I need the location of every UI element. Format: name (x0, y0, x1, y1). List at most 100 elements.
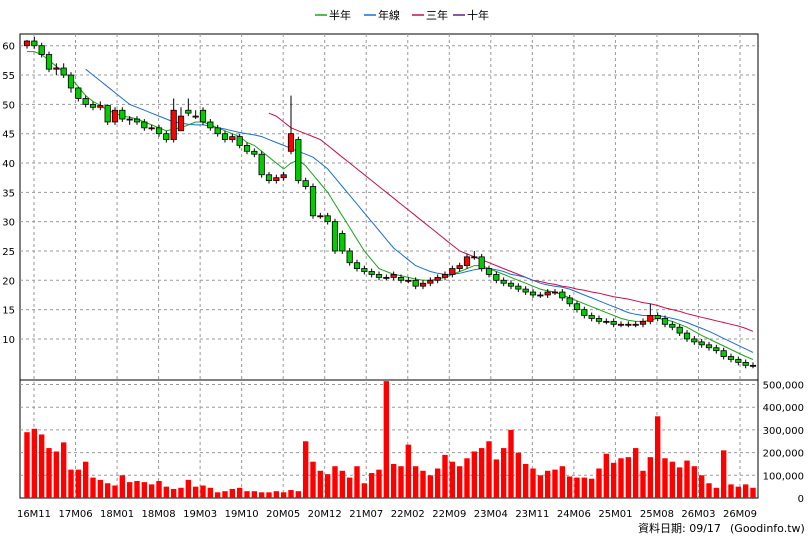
candle-body (478, 256, 485, 269)
volume-bar (90, 477, 96, 498)
volume-bar (713, 487, 720, 498)
volume-bar (544, 470, 551, 498)
price-axis-ticks: 10 15 20 25 30 35 40 45 50 55 60 (2, 42, 15, 346)
footer-date: 資料日期: 09/17 (638, 521, 721, 535)
candle-body (23, 40, 31, 47)
volume-bar (559, 466, 566, 498)
candle-body (705, 344, 713, 349)
candle-body (471, 256, 478, 259)
grid-lines (20, 34, 758, 498)
volume-tick-label: 300,000 (763, 426, 804, 437)
ma-year-line (85, 68, 754, 353)
candle-body (749, 364, 757, 367)
moving-average-lines (27, 51, 754, 360)
candle-body (339, 232, 346, 252)
volume-bar (141, 482, 148, 498)
candle-body (353, 262, 361, 269)
x-tick-label: 23M11 (515, 509, 549, 520)
candle-body (295, 139, 302, 182)
candlesticks (23, 36, 757, 369)
candle-body (639, 320, 647, 325)
volume-bar (728, 484, 734, 498)
volume-bar (442, 454, 448, 498)
candle-body (727, 356, 735, 360)
candle-body (735, 359, 742, 363)
volume-bar (266, 492, 272, 498)
volume-bar (449, 461, 456, 498)
price-tick-label: 20 (2, 276, 15, 287)
volume-bar (720, 450, 727, 498)
x-tick-label: 16M11 (17, 509, 51, 520)
volume-bar (258, 492, 265, 498)
volume-bar (229, 488, 236, 498)
volume-bar (251, 491, 258, 498)
legend-label-half-year: 半年 (329, 8, 351, 22)
volume-bar (244, 491, 250, 498)
candle-body (397, 276, 405, 281)
volume-bar (574, 477, 580, 498)
candle-body (559, 291, 566, 299)
volume-bar (170, 488, 177, 498)
candle-body (258, 153, 265, 176)
volume-bar (310, 461, 316, 498)
candle-body (595, 318, 603, 322)
volume-bar (405, 444, 412, 498)
volume-bar (288, 490, 294, 498)
volume-bar (376, 469, 382, 498)
candle-body (163, 133, 170, 140)
volume-bar (596, 468, 602, 498)
volume-bar (610, 462, 617, 498)
candle-body (104, 105, 111, 123)
candle-body (38, 45, 45, 55)
volume-bar (97, 479, 104, 498)
candle-body (280, 174, 287, 179)
volume-bar (222, 491, 228, 498)
candle-body (427, 279, 434, 284)
price-tick-label: 40 (2, 159, 15, 170)
candle-body (229, 136, 236, 140)
candle-body (537, 294, 544, 297)
candle-body (207, 121, 214, 129)
volume-bar (508, 429, 514, 498)
volume-bar (192, 486, 199, 498)
candle-body (236, 136, 243, 146)
candle-body (273, 177, 280, 182)
volume-bar (75, 469, 82, 498)
volume-bar (112, 485, 118, 498)
volume-bar (339, 470, 346, 498)
volume-bar (368, 473, 375, 498)
volume-bar (537, 475, 544, 498)
volume-bar (38, 434, 45, 498)
candle-body (698, 341, 705, 346)
candle-body (544, 291, 551, 296)
volume-bar (434, 468, 441, 498)
candle-body (45, 54, 53, 70)
volume-bar (200, 485, 206, 498)
candle-body (170, 109, 177, 140)
candle-body (485, 268, 493, 275)
volume-bar (273, 491, 280, 498)
candle-body (177, 115, 185, 132)
candle-body (661, 318, 669, 325)
candle-body (199, 109, 207, 123)
price-tick-label: 10 (2, 335, 15, 346)
footer-source: (Goodinfo.tw) (730, 522, 805, 535)
volume-bar (456, 466, 463, 498)
volume-bar (82, 461, 89, 498)
volume-bar (390, 463, 397, 498)
candle-body (412, 279, 419, 287)
volume-bar (691, 466, 698, 498)
volume-tick-label: 500,000 (763, 381, 804, 392)
candle-body (287, 133, 295, 152)
volume-bar (750, 487, 756, 498)
volume-bar (280, 492, 287, 498)
x-tick-label: 22M02 (391, 509, 425, 520)
price-tick-label: 55 (2, 71, 15, 82)
candle-body (324, 215, 331, 223)
volume-bar (684, 460, 690, 498)
x-tick-label: 20M05 (266, 509, 300, 520)
volume-bar (134, 480, 140, 498)
candle-body (551, 291, 559, 294)
candle-body (493, 274, 500, 281)
